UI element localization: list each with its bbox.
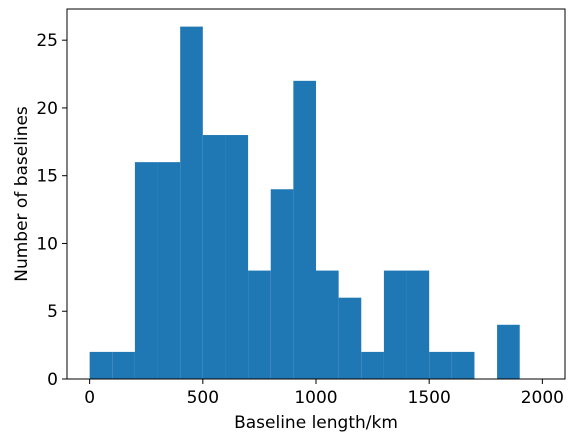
y-tick-label: 10: [36, 234, 58, 254]
bar: [89, 351, 113, 379]
x-axis-label: Baseline length/km: [234, 413, 398, 433]
bar: [248, 270, 271, 379]
y-tick-label: 5: [47, 302, 58, 322]
x-tick-label: 500: [187, 388, 219, 408]
x-tick-label: 0: [84, 388, 95, 408]
bar: [134, 162, 158, 379]
bar: [293, 80, 316, 379]
bar: [225, 135, 249, 379]
y-tick-label: 25: [36, 31, 58, 51]
bar: [157, 162, 181, 379]
bar: [497, 324, 520, 379]
x-tick-label: 2000: [521, 388, 564, 408]
y-tick-label: 15: [36, 167, 58, 187]
bar: [451, 351, 475, 379]
bar: [429, 351, 452, 379]
bar: [316, 270, 339, 379]
y-axis-label: Number of baselines: [12, 106, 32, 282]
x-tick-label: 1500: [408, 388, 451, 408]
bar: [338, 297, 362, 379]
y-tick-label: 20: [36, 99, 58, 119]
bar: [270, 189, 294, 379]
bar: [383, 270, 407, 379]
bar: [406, 270, 430, 379]
y-tick-label: 0: [47, 370, 58, 390]
x-tick-label: 1000: [294, 388, 337, 408]
bar: [361, 351, 384, 379]
bar: [202, 135, 226, 379]
bar: [112, 351, 135, 379]
bar: [180, 26, 203, 379]
